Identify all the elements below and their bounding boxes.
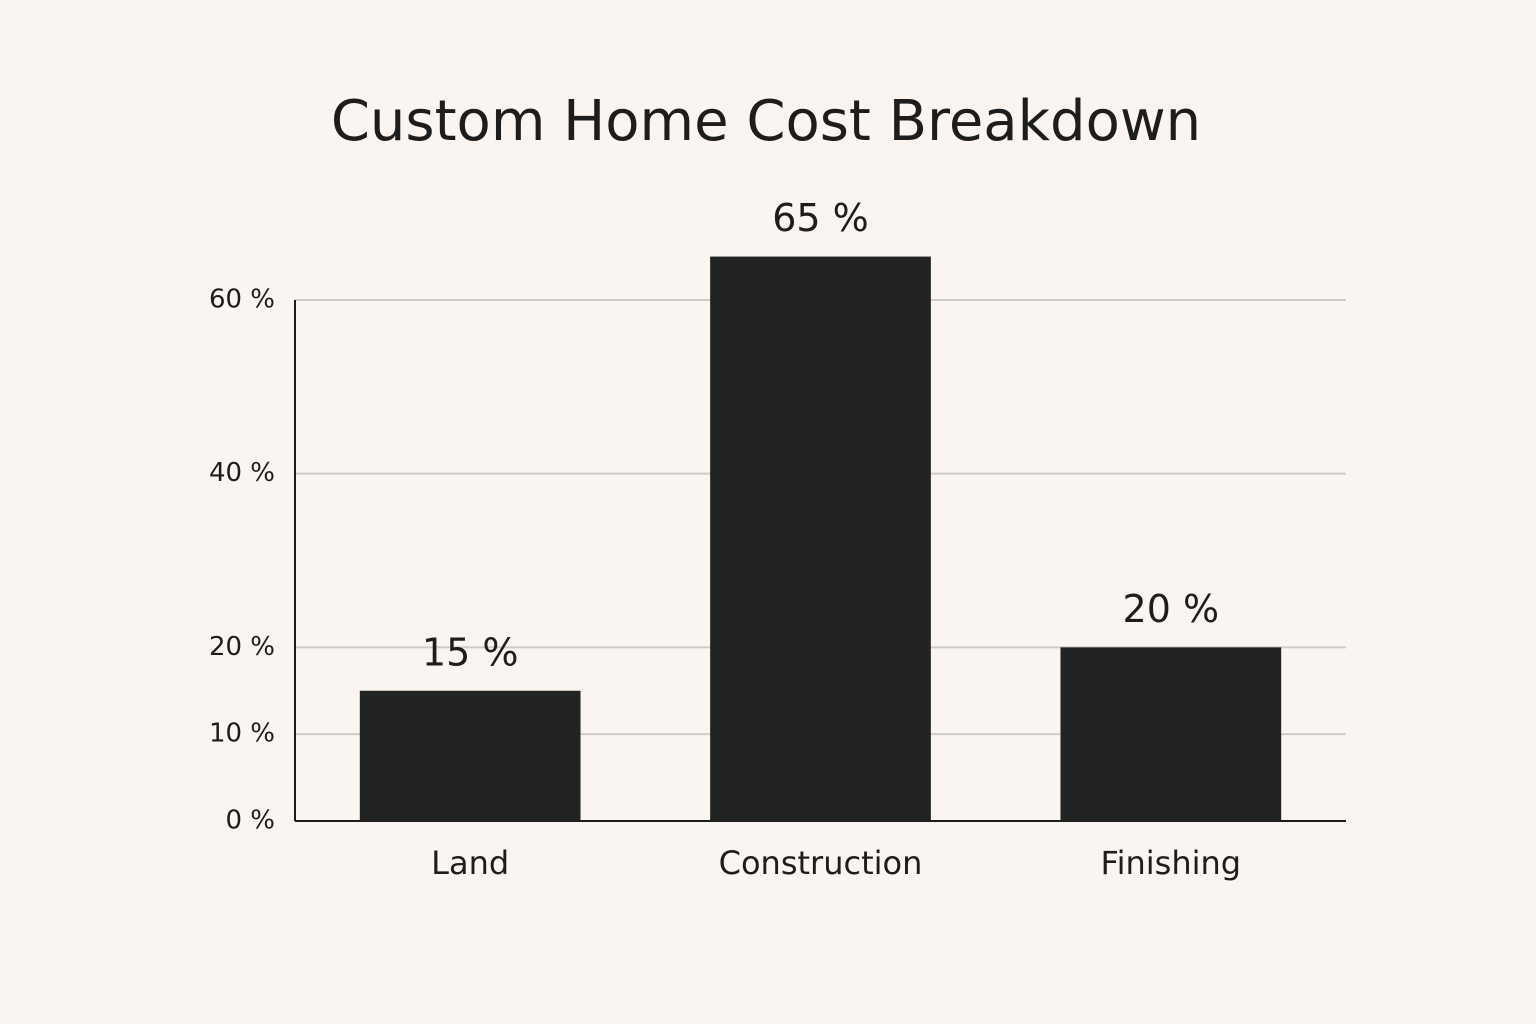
x-tick-label: Finishing: [1101, 844, 1242, 882]
x-tick-label: Construction: [719, 844, 923, 882]
y-tick-label: 60 %: [209, 285, 275, 315]
value-label: 65 %: [772, 196, 869, 240]
value-label: 20 %: [1123, 587, 1220, 631]
y-tick-label: 0 %: [225, 806, 275, 836]
value-label: 15 %: [422, 630, 519, 674]
y-tick-label: 10 %: [209, 719, 275, 749]
y-tick-label: 40 %: [209, 458, 275, 488]
bar: [710, 256, 931, 821]
bar: [359, 690, 581, 821]
bar: [1060, 647, 1282, 821]
chart-title: Custom Home Cost Breakdown: [331, 89, 1201, 154]
x-tick-label: Land: [431, 844, 509, 882]
y-tick-label: 20 %: [209, 632, 275, 662]
